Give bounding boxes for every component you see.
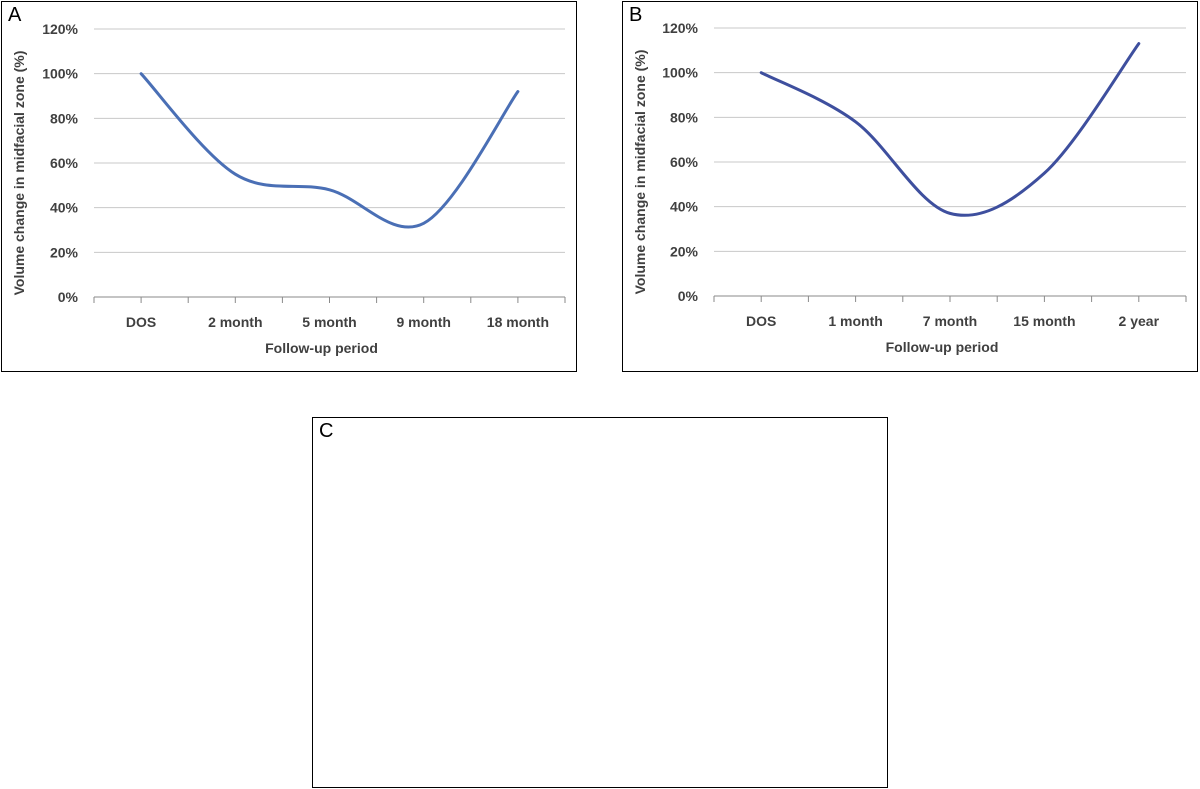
y-tick-label: 0% — [678, 288, 699, 304]
y-tick-label: 60% — [50, 155, 79, 171]
panel-letter-c: C — [319, 420, 334, 442]
series-line-b — [759, 42, 1141, 217]
data-point — [233, 172, 237, 176]
x-tick-label: 5 month — [302, 314, 356, 330]
x-axis-label: Follow-up period — [265, 340, 378, 356]
data-point — [516, 90, 520, 94]
x-tick-label: DOS — [746, 313, 776, 329]
y-tick-label: 20% — [670, 243, 699, 259]
y-tick-label: 100% — [42, 66, 78, 82]
chart-panel-b: 0% 20% 40% 60% 80% 100% 120% DOS 1 month 7 month 1… — [622, 1, 1198, 372]
x-tick-label: 18 month — [487, 314, 549, 330]
data-point — [1042, 171, 1046, 175]
y-tick-label: 40% — [50, 200, 79, 216]
y-tick-label: 0% — [58, 289, 79, 305]
data-point — [328, 188, 332, 192]
y-axis-label: Volume change in midfacial zone (%) — [11, 51, 27, 296]
chart-svg-a: 0% 20% 40% 60% 80% 100% 120% DOS 2 month 5 month 9… — [11, 21, 566, 356]
y-tick-label: 120% — [42, 21, 78, 37]
chart-svg-b: 0% 20% 40% 60% 80% 100% 120% DOS 1 month 7 month 1… — [632, 20, 1187, 355]
data-point — [139, 72, 143, 76]
y-tick-label: 80% — [50, 110, 79, 126]
x-tick-label: 7 month — [923, 313, 977, 329]
x-tick-label: 15 month — [1013, 313, 1075, 329]
x-tick-label: 2 month — [208, 314, 262, 330]
series-line-a — [139, 72, 520, 229]
y-tick-label: 40% — [670, 199, 699, 215]
data-point — [422, 221, 426, 225]
data-point — [854, 120, 858, 124]
chart-panel-a: 0% 20% 40% 60% 80% 100% 120% DOS 2 month 5 month 9… — [1, 1, 577, 372]
y-tick-label: 100% — [662, 65, 698, 81]
y-tick-label: 20% — [50, 244, 79, 260]
x-axis-label: Follow-up period — [886, 339, 999, 355]
y-tick-label: 80% — [670, 109, 699, 125]
x-tick-label: DOS — [126, 314, 156, 330]
x-tick-label: 9 month — [396, 314, 450, 330]
x-tick-label: 2 year — [1119, 313, 1160, 329]
panel-letter-a: A — [8, 4, 22, 26]
y-tick-label: 60% — [670, 154, 699, 170]
x-tick-label: 1 month — [828, 313, 882, 329]
panel-letter-b: B — [629, 4, 643, 26]
data-point — [1137, 42, 1141, 46]
y-axis-label: Volume change in midfacial zone (%) — [632, 50, 648, 295]
data-point — [948, 211, 952, 215]
y-tick-label: 120% — [662, 20, 698, 36]
data-point — [759, 71, 763, 75]
